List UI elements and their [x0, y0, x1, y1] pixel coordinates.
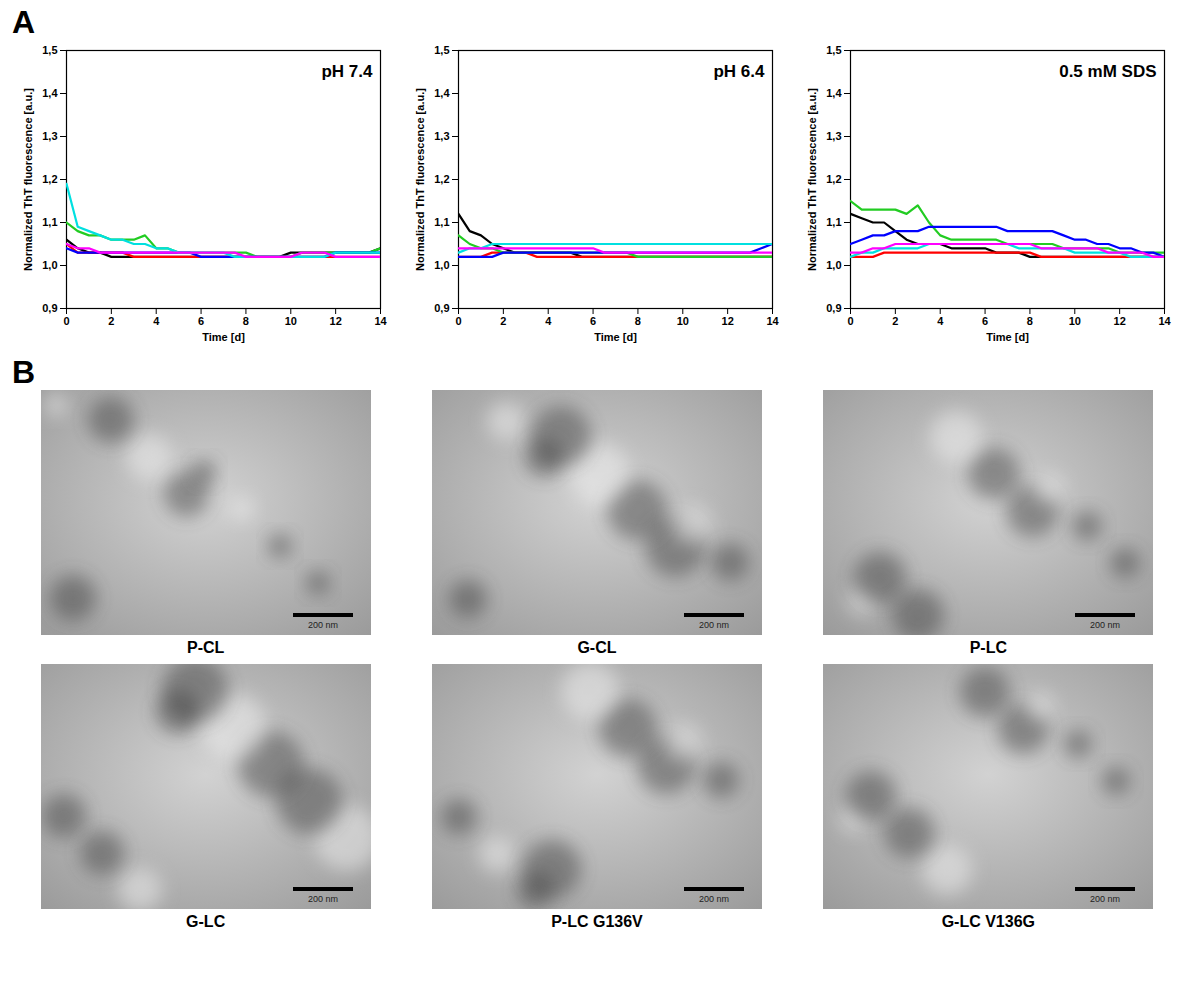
svg-text:200 nm: 200 nm: [699, 620, 729, 630]
svg-text:8: 8: [1027, 315, 1033, 327]
svg-text:10: 10: [285, 315, 297, 327]
svg-text:4: 4: [545, 315, 552, 327]
svg-text:0: 0: [847, 315, 853, 327]
svg-text:200 nm: 200 nm: [1090, 620, 1120, 630]
svg-text:0,9: 0,9: [826, 302, 841, 314]
svg-text:12: 12: [330, 315, 342, 327]
svg-text:10: 10: [1069, 315, 1081, 327]
svg-text:10: 10: [677, 315, 689, 327]
svg-text:6: 6: [982, 315, 988, 327]
svg-text:1,4: 1,4: [42, 87, 58, 99]
svg-text:1,5: 1,5: [434, 44, 449, 56]
svg-text:1,4: 1,4: [826, 87, 842, 99]
svg-text:0.5 mM SDS: 0.5 mM SDS: [1059, 62, 1156, 81]
svg-text:14: 14: [766, 315, 779, 327]
html-text:A: A: [12, 4, 36, 40]
svg-text:6: 6: [590, 315, 596, 327]
svg-text:1,2: 1,2: [42, 173, 57, 185]
svg-text:12: 12: [1114, 315, 1126, 327]
svg-text:Normalized ThT fluorescence [a: Normalized ThT fluorescence [a.u.]: [22, 88, 34, 271]
svg-text:6: 6: [198, 315, 204, 327]
svg-text:1,1: 1,1: [42, 216, 57, 228]
html-text:B: B: [12, 354, 36, 390]
svg-text:1,3: 1,3: [42, 130, 57, 142]
svg-text:Time [d]: Time [d]: [986, 331, 1029, 343]
svg-text:1,5: 1,5: [42, 44, 57, 56]
svg-text:0,9: 0,9: [434, 302, 449, 314]
svg-text:200 nm: 200 nm: [308, 894, 338, 904]
html-text:P-LC: P-LC: [969, 639, 1007, 656]
svg-text:1,4: 1,4: [434, 87, 450, 99]
svg-text:200 nm: 200 nm: [308, 620, 338, 630]
svg-text:1,1: 1,1: [826, 216, 841, 228]
html-text:G-CL: G-CL: [577, 639, 617, 656]
svg-text:8: 8: [635, 315, 641, 327]
svg-text:0,9: 0,9: [42, 302, 57, 314]
svg-text:4: 4: [153, 315, 160, 327]
svg-text:12: 12: [722, 315, 734, 327]
svg-text:pH 6.4: pH 6.4: [713, 62, 765, 81]
svg-text:2: 2: [892, 315, 898, 327]
svg-text:1,2: 1,2: [434, 173, 449, 185]
html-text:P-CL: P-CL: [187, 639, 225, 656]
svg-text:0: 0: [63, 315, 69, 327]
svg-text:1,3: 1,3: [826, 130, 841, 142]
svg-text:14: 14: [374, 315, 387, 327]
svg-text:2: 2: [108, 315, 114, 327]
svg-text:4: 4: [937, 315, 944, 327]
svg-text:1,3: 1,3: [434, 130, 449, 142]
svg-text:1,5: 1,5: [826, 44, 841, 56]
svg-text:0: 0: [455, 315, 461, 327]
svg-text:1,0: 1,0: [42, 259, 57, 271]
svg-text:200 nm: 200 nm: [1090, 894, 1120, 904]
html-text:G-LC V136G: G-LC V136G: [941, 913, 1035, 930]
svg-text:200 nm: 200 nm: [699, 894, 729, 904]
svg-text:Normalized ThT fluorescence [a: Normalized ThT fluorescence [a.u.]: [806, 88, 818, 271]
svg-text:Normalized ThT fluorescence [a: Normalized ThT fluorescence [a.u.]: [414, 88, 426, 271]
svg-text:1,0: 1,0: [826, 259, 841, 271]
svg-text:1,2: 1,2: [826, 173, 841, 185]
svg-text:Time [d]: Time [d]: [594, 331, 637, 343]
html-text:G-LC: G-LC: [186, 913, 226, 930]
svg-text:14: 14: [1158, 315, 1171, 327]
svg-text:8: 8: [243, 315, 249, 327]
html-text:P-LC G136V: P-LC G136V: [551, 913, 643, 930]
svg-text:1,0: 1,0: [434, 259, 449, 271]
svg-text:1,1: 1,1: [434, 216, 449, 228]
svg-text:pH 7.4: pH 7.4: [321, 62, 373, 81]
svg-text:Time [d]: Time [d]: [202, 331, 245, 343]
svg-text:2: 2: [500, 315, 506, 327]
